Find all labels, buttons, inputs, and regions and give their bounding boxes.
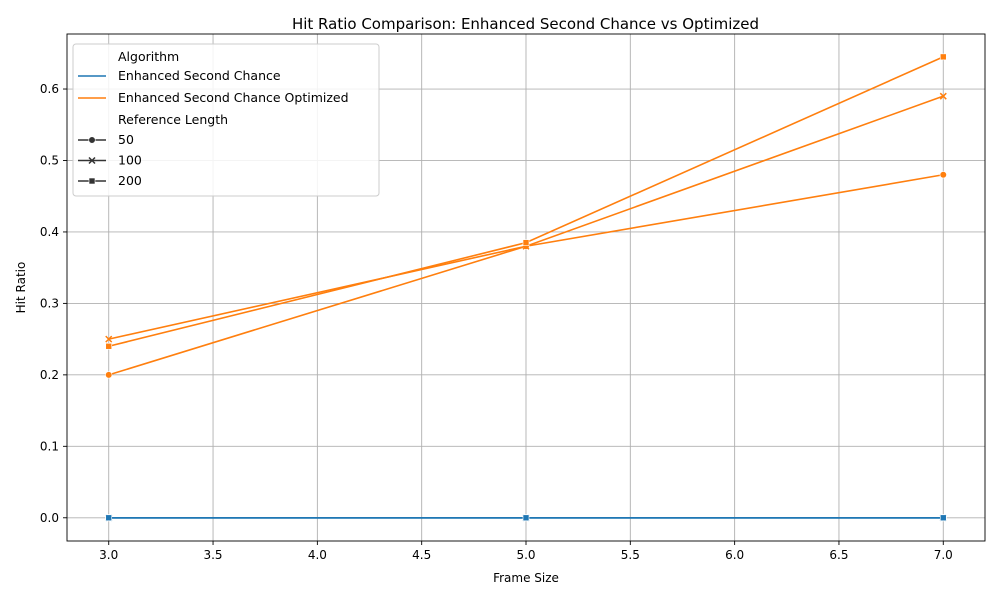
- legend-style-marker: [88, 156, 96, 165]
- data-point: [939, 171, 947, 179]
- x-tick-label: 7.0: [934, 548, 953, 562]
- series-layer: [105, 53, 947, 522]
- x-tick-label: 6.0: [725, 548, 744, 562]
- legend-style-marker: [88, 177, 96, 185]
- series-line-5: [105, 53, 947, 350]
- x-tick-label: 6.5: [829, 548, 848, 562]
- y-tick-label: 0.2: [40, 368, 59, 382]
- x-tick-label: 4.0: [308, 548, 327, 562]
- data-point: [939, 514, 947, 522]
- y-tick-label: 0.6: [40, 82, 59, 96]
- legend-frame: [72, 43, 380, 197]
- legend-style-label: 50: [118, 132, 134, 147]
- chart-title: Hit Ratio Comparison: Enhanced Second Ch…: [292, 15, 759, 33]
- x-axis-label: Frame Size: [493, 571, 559, 585]
- legend-hue-title: Algorithm: [118, 49, 179, 64]
- legend-style-label: 100: [118, 153, 142, 168]
- x-tick-label: 3.5: [203, 548, 222, 562]
- legend-style-title: Reference Length: [118, 112, 228, 127]
- y-tick-label: 0.5: [40, 153, 59, 167]
- y-tick-label: 0.4: [40, 225, 59, 239]
- series-line-2: [105, 514, 947, 522]
- legend-styles: 50 100 200: [78, 132, 142, 188]
- x-tick-label: 4.5: [412, 548, 431, 562]
- y-axis-label: Hit Ratio: [14, 262, 28, 314]
- data-point: [105, 335, 113, 343]
- data-point: [105, 342, 113, 350]
- y-tick-label: 0.0: [40, 511, 59, 525]
- y-tick-label: 0.1: [40, 439, 59, 453]
- x-tick-label: 5.5: [621, 548, 640, 562]
- x-tick-label: 5.0: [516, 548, 535, 562]
- data-point: [522, 514, 530, 522]
- series-line-4: [105, 92, 947, 343]
- data-point: [105, 514, 113, 522]
- legend: Algorithm Enhanced Second Chance Enhance…: [72, 43, 380, 197]
- ticks: 3.0 3.5 4.0 4.5 5.0 5.5 6.0 6.5 7.0 0.0 0.1 0.2 0.3 0…: [40, 82, 953, 562]
- legend-style-label: 200: [118, 173, 142, 188]
- legend-style-marker: [88, 136, 96, 144]
- x-tick-label: 3.0: [99, 548, 118, 562]
- data-point: [939, 53, 947, 61]
- data-point: [522, 239, 530, 246]
- legend-label-optimized: Enhanced Second Chance Optimized: [118, 90, 349, 105]
- legend-label-enhanced: Enhanced Second Chance: [118, 68, 281, 83]
- y-tick-label: 0.3: [40, 296, 59, 310]
- data-point: [939, 92, 947, 100]
- data-point: [105, 371, 113, 379]
